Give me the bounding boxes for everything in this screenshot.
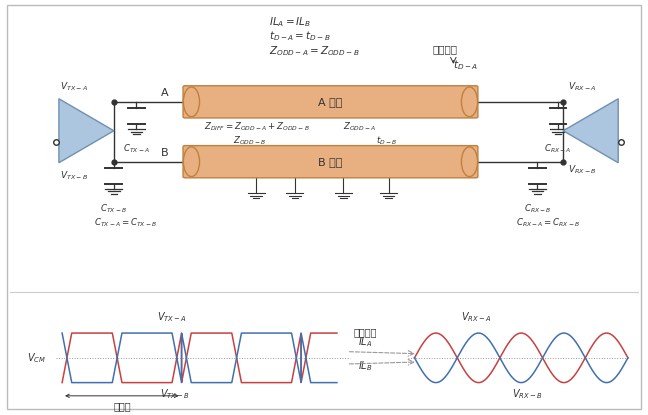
Text: $C_{RX-A}$: $C_{RX-A}$: [544, 142, 572, 155]
Text: $V_{TX-A}$: $V_{TX-A}$: [157, 310, 187, 324]
Text: $IL_A = IL_B$: $IL_A = IL_B$: [269, 15, 311, 29]
Text: $C_{RX-A} = C_{RX-B}$: $C_{RX-A} = C_{RX-B}$: [516, 217, 580, 229]
Text: $Z_{DIFF} = Z_{ODD-A} + Z_{ODD-B}$: $Z_{DIFF} = Z_{ODD-A} + Z_{ODD-B}$: [204, 121, 310, 133]
Text: $V_{TX-A}$: $V_{TX-A}$: [60, 80, 88, 93]
Text: $IL_B$: $IL_B$: [358, 359, 373, 373]
Text: $C_{TX-A}$: $C_{TX-A}$: [123, 142, 150, 155]
Text: $V_{RX-B}$: $V_{RX-B}$: [568, 164, 597, 176]
Text: 插入损耗: 插入损耗: [353, 327, 376, 337]
Text: $V_{CM}$: $V_{CM}$: [27, 351, 46, 365]
Text: A 线路: A 线路: [318, 97, 343, 107]
Text: $t_{D-A} = t_{D-B}$: $t_{D-A} = t_{D-B}$: [269, 29, 330, 44]
Text: $C_{TX-B}$: $C_{TX-B}$: [100, 202, 128, 215]
Text: $V_{TX-B}$: $V_{TX-B}$: [60, 170, 88, 183]
Text: A: A: [161, 88, 169, 98]
Text: $V_{TX-B}$: $V_{TX-B}$: [160, 387, 191, 400]
Text: $Z_{ODD-A}$: $Z_{ODD-A}$: [343, 121, 376, 133]
Text: $IL_A$: $IL_A$: [358, 335, 373, 349]
Ellipse shape: [183, 147, 200, 176]
FancyBboxPatch shape: [183, 146, 478, 178]
Text: $Z_{ODD-A} = Z_{ODD-B}$: $Z_{ODD-A} = Z_{ODD-B}$: [269, 44, 360, 58]
Text: $V_{RX-B}$: $V_{RX-B}$: [513, 387, 543, 400]
FancyBboxPatch shape: [183, 86, 478, 118]
Text: $C_{TX-A} = C_{TX-B}$: $C_{TX-A} = C_{TX-B}$: [93, 217, 157, 229]
Polygon shape: [59, 99, 114, 163]
Text: B: B: [161, 148, 169, 158]
Polygon shape: [563, 99, 618, 163]
Text: 接收器: 接收器: [581, 126, 600, 136]
Text: $t_{D-B}$: $t_{D-B}$: [376, 134, 397, 147]
Text: $C_{RX-B}$: $C_{RX-B}$: [524, 202, 551, 215]
FancyBboxPatch shape: [7, 5, 641, 410]
Text: 驅動器: 驅動器: [77, 126, 96, 136]
Ellipse shape: [183, 87, 200, 117]
Text: $t_{D-A}$: $t_{D-A}$: [454, 59, 478, 72]
Text: 传播延迟: 传播延迟: [433, 44, 457, 54]
Text: $V_{RX-A}$: $V_{RX-A}$: [461, 310, 492, 324]
Text: 位时间: 位时间: [113, 402, 131, 412]
Ellipse shape: [461, 147, 478, 176]
Ellipse shape: [461, 87, 478, 117]
Text: $V_{RX-A}$: $V_{RX-A}$: [568, 80, 597, 93]
Text: $Z_{ODD-B}$: $Z_{ODD-B}$: [233, 134, 267, 147]
Text: B 线路: B 线路: [318, 157, 343, 167]
